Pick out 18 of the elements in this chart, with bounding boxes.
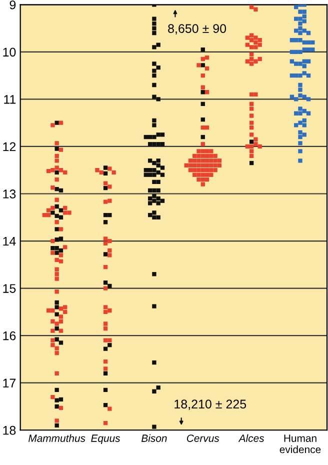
x-tick-label: Alces: [238, 434, 264, 442]
x-tick-label: Equus: [91, 434, 120, 444]
y-tick-label: 15: [3, 284, 16, 293]
y-tick-label: 17: [3, 378, 16, 388]
x-tick-label: Mammuthus: [28, 434, 86, 442]
y-tick-label: 16: [3, 331, 16, 340]
y-tick-label: 10: [3, 48, 16, 57]
y-tick-label: 9: [10, 0, 16, 10]
y-tick-label: 14: [3, 236, 16, 246]
x-tick-label: Bison: [141, 434, 167, 442]
y-tick-label: 18: [3, 426, 16, 435]
y-tick-label: 12: [3, 142, 16, 152]
x-tick-label: Cervus: [186, 434, 220, 442]
annotation: 18,210 ± 225: [174, 400, 246, 410]
y-tick-label: 13: [3, 190, 16, 198]
annotation: 8,650 ± 90: [168, 24, 226, 34]
x-tick-label: Human evidence: [280, 434, 321, 454]
y-tick-label: 11: [4, 95, 16, 104]
